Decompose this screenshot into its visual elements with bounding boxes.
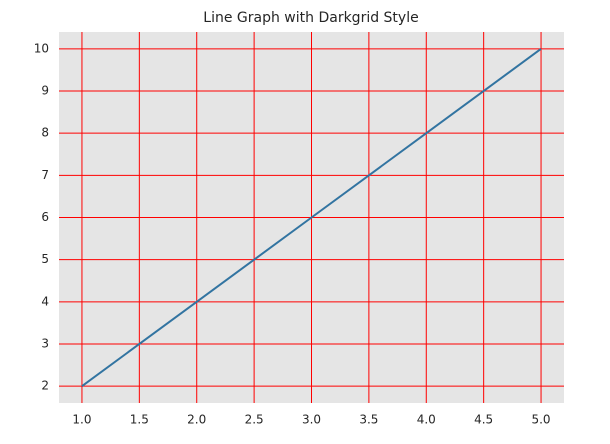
x-tick-label: 2.0 [187, 413, 206, 427]
x-tick-label: 4.5 [474, 413, 493, 427]
chart-title: Line Graph with Darkgrid Style [203, 10, 418, 26]
line [81, 48, 542, 387]
x-tick-label: 4.0 [417, 413, 436, 427]
y-tick-label: 10 [34, 41, 49, 55]
x-tick-label: 3.0 [302, 413, 321, 427]
y-tick-label: 6 [41, 210, 49, 224]
x-tick-label: 1.5 [130, 413, 149, 427]
y-tick-label: 4 [41, 294, 49, 308]
x-tick-label: 3.5 [359, 413, 378, 427]
x-tick-label: 5.0 [531, 413, 550, 427]
y-tick-label: 7 [41, 168, 49, 182]
y-tick-label: 3 [41, 336, 49, 350]
y-tick-label: 8 [41, 126, 49, 140]
x-tick-label: 1.0 [72, 413, 91, 427]
x-tick-label: 2.5 [245, 413, 264, 427]
y-tick-label: 9 [41, 84, 49, 98]
y-tick-label: 2 [41, 379, 49, 393]
y-tick-label: 5 [41, 252, 49, 266]
